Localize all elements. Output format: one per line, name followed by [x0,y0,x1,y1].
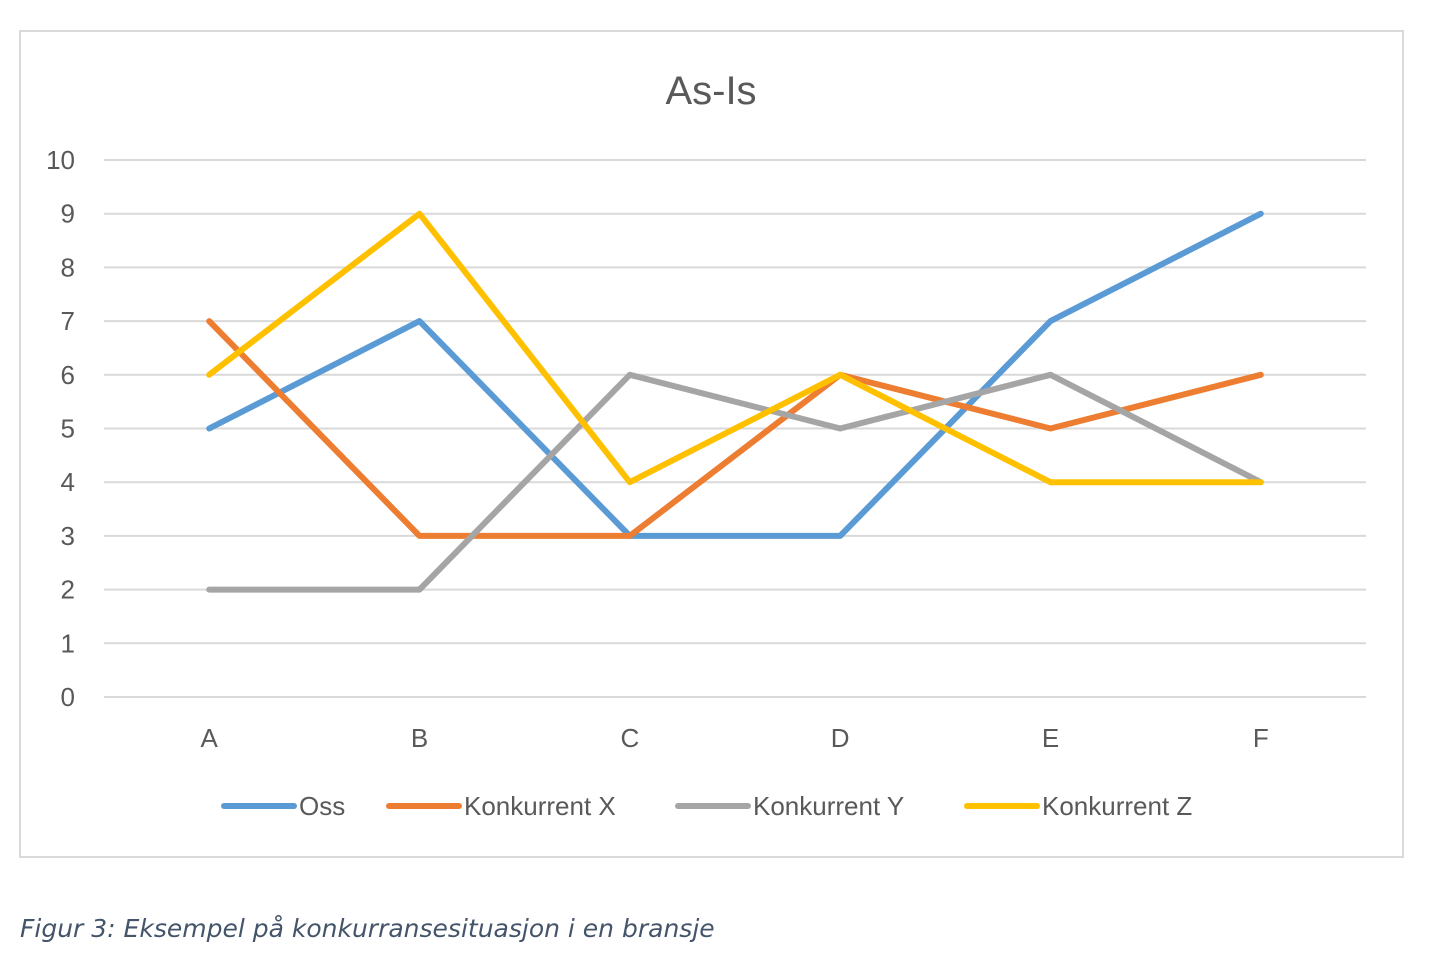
y-tick-label: 9 [61,199,75,229]
legend-label-3: Konkurrent Z [1042,791,1192,821]
chart-title: As-Is [665,69,756,113]
x-tick-label: A [200,723,218,753]
y-tick-label: 3 [61,521,75,551]
series-line-3 [206,210,1264,486]
legend-label-1: Konkurrent X [464,791,616,821]
chart-frame [19,30,1404,858]
x-tick-label: C [620,723,639,753]
series-line-0 [206,210,1264,539]
x-axis-ticks: A B C D E F [200,723,1268,753]
y-tick-label: 5 [61,414,75,444]
y-tick-label: 6 [61,360,75,390]
x-tick-label: D [831,723,850,753]
y-tick-label: 0 [61,682,75,712]
y-tick-label: 7 [61,306,75,336]
legend-label-2: Konkurrent Y [753,791,904,821]
y-tick-label: 8 [61,252,75,282]
x-tick-label: B [411,723,428,753]
y-tick-label: 1 [61,628,75,658]
series-line-2 [206,371,1264,593]
legend: Oss Konkurrent X Konkurrent Y Konkurrent Z [221,791,1192,821]
legend-label-0: Oss [299,791,345,821]
figure-caption: Figur 3: Eksempel på konkurransesituasjo… [20,914,715,943]
y-tick-label: 2 [61,575,75,605]
y-tick-label: 4 [61,467,75,497]
series-lines [206,210,1264,593]
y-tick-label: 10 [46,145,75,175]
series-line-1 [206,318,1264,539]
x-tick-label: F [1253,723,1269,753]
x-tick-label: E [1042,723,1059,753]
y-axis-ticks: 0 1 2 3 4 5 6 7 8 9 10 [46,145,75,712]
